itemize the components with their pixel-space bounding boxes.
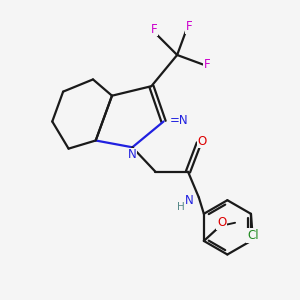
Text: N: N [128, 148, 137, 161]
Text: =N: =N [169, 114, 188, 127]
Text: F: F [151, 23, 158, 36]
Text: Cl: Cl [247, 229, 259, 242]
Text: F: F [186, 20, 193, 33]
Text: N: N [185, 194, 194, 207]
Text: O: O [197, 134, 207, 148]
Text: O: O [217, 216, 226, 229]
Text: H: H [176, 202, 184, 212]
Text: F: F [204, 58, 210, 71]
